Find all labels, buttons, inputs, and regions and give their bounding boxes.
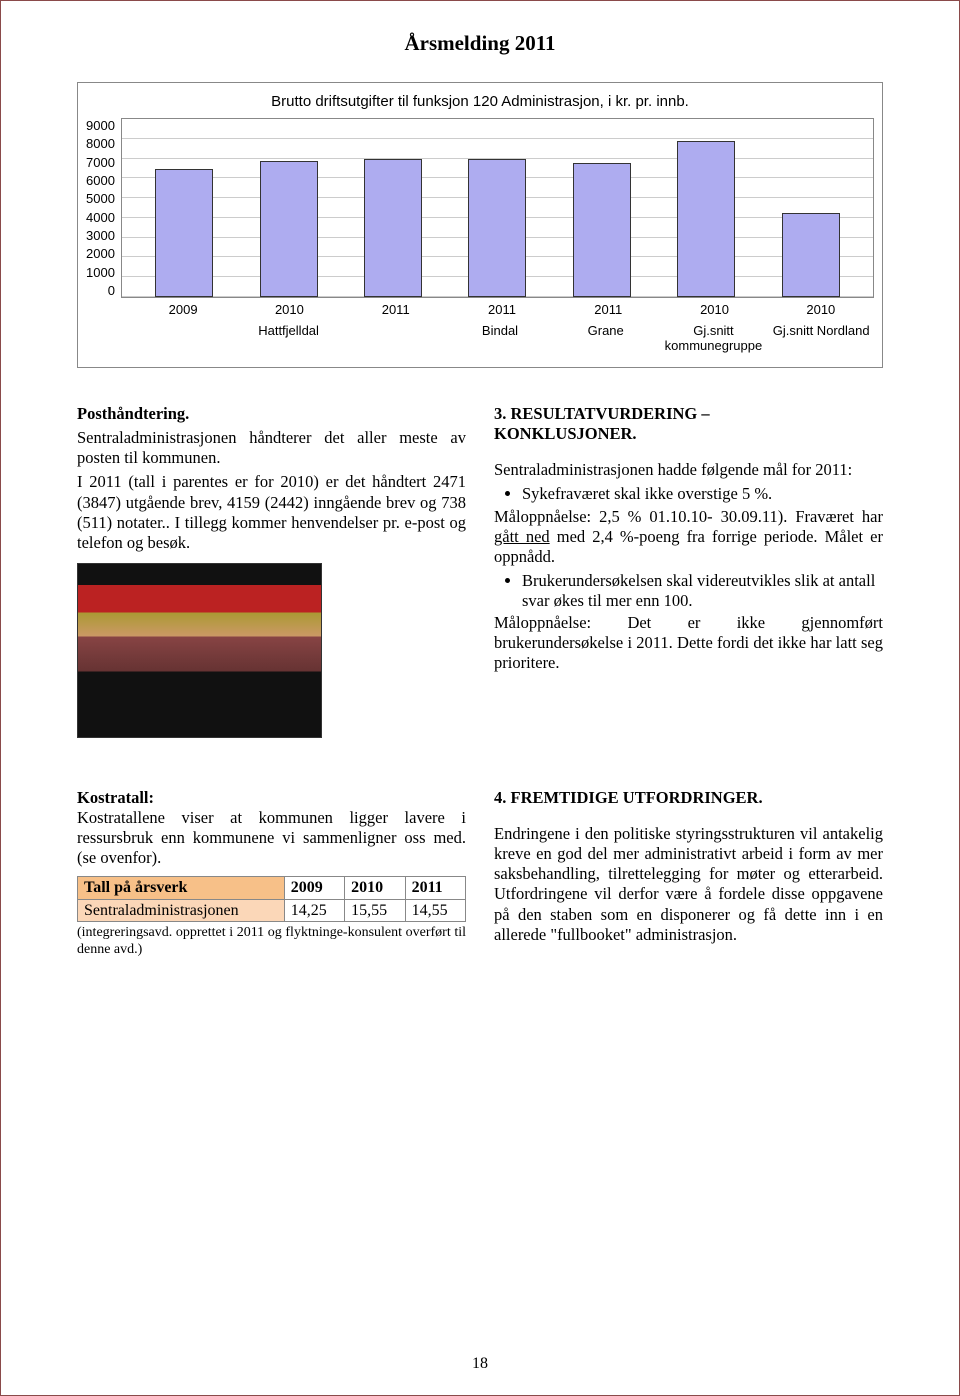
y-tick: 9000 bbox=[86, 118, 115, 133]
col-left-2: Kostratall: Kostratallene viser at kommu… bbox=[77, 788, 466, 959]
resultat-maloppnaelse-2: Måloppnåelse: Det er ikke gjennomført br… bbox=[494, 613, 883, 673]
x-group-grane: Grane bbox=[553, 323, 659, 353]
bullet-sykefravaer: Sykefraværet skal ikke overstige 5 %. bbox=[522, 484, 883, 504]
columns-section-1: Posthåndtering. Sentraladministrasjonen … bbox=[77, 404, 883, 748]
photo-placeholder bbox=[77, 563, 322, 738]
x-group-gjsnitt-kommune: Gj.snitt kommunegruppe bbox=[659, 323, 769, 353]
kostratall-p: Kostratallene viser at kommunen ligger l… bbox=[77, 808, 466, 868]
x-group-gjsnitt-line2: kommunegruppe bbox=[665, 338, 763, 353]
td-2011: 14,55 bbox=[405, 899, 465, 922]
x-group-gjsnitt-nordland: Gj.snitt Nordland bbox=[768, 323, 874, 353]
td-2009: 14,25 bbox=[284, 899, 344, 922]
page-title: Årsmelding 2011 bbox=[77, 31, 883, 56]
resultat-m1-b: med 2,4 %-poeng fra forrige periode. Mål… bbox=[494, 527, 883, 566]
x-top-label: 2011 bbox=[579, 302, 637, 317]
y-tick: 4000 bbox=[86, 210, 115, 225]
posthandtering-heading: Posthåndtering. bbox=[77, 404, 466, 424]
y-tick: 7000 bbox=[86, 155, 115, 170]
chart-x-labels-top: 2009 2010 2011 2011 2011 2010 2010 bbox=[78, 298, 882, 317]
chart-bar bbox=[782, 213, 840, 297]
x-top-label: 2011 bbox=[473, 302, 531, 317]
y-tick: 6000 bbox=[86, 173, 115, 188]
x-top-label: 2009 bbox=[154, 302, 212, 317]
table-footnote: (integreringsavd. opprettet i 2011 og fl… bbox=[77, 924, 466, 958]
resultat-heading: 3. RESULTATVURDERING – KONKLUSJONER. bbox=[494, 404, 883, 444]
chart-bar bbox=[677, 141, 735, 297]
page-number: 18 bbox=[1, 1355, 959, 1373]
x-top-label: 2010 bbox=[792, 302, 850, 317]
columns-section-2: Kostratall: Kostratallene viser at kommu… bbox=[77, 788, 883, 959]
resultat-bullets-2: Brukerundersøkelsen skal videreutvikles … bbox=[494, 571, 883, 611]
resultat-maloppnaelse-1: Måloppnåelse: 2,5 % 01.10.10- 30.09.11).… bbox=[494, 507, 883, 567]
y-tick: 0 bbox=[86, 283, 115, 298]
td-2010: 15,55 bbox=[345, 899, 405, 922]
chart-body: 9000 8000 7000 6000 5000 4000 3000 2000 1000 0 bbox=[78, 118, 882, 298]
th-2009: 2009 bbox=[284, 877, 344, 900]
y-tick: 5000 bbox=[86, 191, 115, 206]
chart-plot-area bbox=[121, 118, 874, 298]
x-group-bindal: Bindal bbox=[447, 323, 553, 353]
x-group-gjsnitt-line1: Gj.snitt bbox=[693, 323, 733, 338]
chart-bar bbox=[260, 161, 318, 297]
td-row-label: Sentraladministrasjonen bbox=[78, 899, 285, 922]
bullet-brukerundersokelse: Brukerundersøkelsen skal videreutvikles … bbox=[522, 571, 883, 611]
th-tall-paa-aarsverk: Tall på årsverk bbox=[78, 877, 285, 900]
col-left-1: Posthåndtering. Sentraladministrasjonen … bbox=[77, 404, 466, 748]
resultat-heading-l2: KONKLUSJONER. bbox=[494, 424, 637, 443]
aarsverk-table: Tall på årsverk 2009 2010 2011 Sentralad… bbox=[77, 876, 466, 922]
y-tick: 1000 bbox=[86, 265, 115, 280]
chart-x-labels-bottom: Hattfjelldal Bindal Grane Gj.snitt kommu… bbox=[78, 317, 882, 363]
chart-bar bbox=[364, 159, 422, 297]
x-top-label: 2011 bbox=[367, 302, 425, 317]
fremtidige-heading: 4. FREMTIDIGE UTFORDRINGER. bbox=[494, 788, 883, 808]
resultat-intro: Sentraladministrasjonen hadde følgende m… bbox=[494, 460, 883, 480]
col-right-2: 4. FREMTIDIGE UTFORDRINGER. Endringene i… bbox=[494, 788, 883, 959]
chart-bar bbox=[573, 163, 631, 297]
y-tick: 8000 bbox=[86, 136, 115, 151]
chart-bar bbox=[155, 169, 213, 297]
col-right-1: 3. RESULTATVURDERING – KONKLUSJONER. Sen… bbox=[494, 404, 883, 748]
chart-title: Brutto driftsutgifter til funksjon 120 A… bbox=[78, 83, 882, 118]
table-header-row: Tall på årsverk 2009 2010 2011 bbox=[78, 877, 466, 900]
resultat-bullets-1: Sykefraværet skal ikke overstige 5 %. bbox=[494, 484, 883, 504]
table-row: Sentraladministrasjonen 14,25 15,55 14,5… bbox=[78, 899, 466, 922]
th-2010: 2010 bbox=[345, 877, 405, 900]
x-top-label: 2010 bbox=[686, 302, 744, 317]
y-tick: 2000 bbox=[86, 246, 115, 261]
x-top-label: 2010 bbox=[260, 302, 318, 317]
chart-y-axis: 9000 8000 7000 6000 5000 4000 3000 2000 1000 0 bbox=[86, 118, 121, 298]
posthandtering-p1: Sentraladministrasjonen håndterer det al… bbox=[77, 428, 466, 468]
chart-container: Brutto driftsutgifter til funksjon 120 A… bbox=[77, 82, 883, 368]
y-tick: 3000 bbox=[86, 228, 115, 243]
posthandtering-p2: I 2011 (tall i parentes er for 2010) er … bbox=[77, 472, 466, 553]
th-2011: 2011 bbox=[405, 877, 465, 900]
kostratall-heading: Kostratall: bbox=[77, 788, 466, 808]
document-page: Årsmelding 2011 Brutto driftsutgifter ti… bbox=[0, 0, 960, 1396]
resultat-m1-a: Måloppnåelse: 2,5 % 01.10.10- 30.09.11).… bbox=[494, 507, 883, 526]
x-group-hattfjelldal: Hattfjelldal bbox=[130, 323, 447, 353]
resultat-m1-u: gått ned bbox=[494, 527, 550, 546]
fremtidige-p: Endringene i den politiske styringsstruk… bbox=[494, 824, 883, 945]
chart-bar bbox=[468, 159, 526, 297]
resultat-heading-l1: 3. RESULTATVURDERING – bbox=[494, 404, 710, 423]
